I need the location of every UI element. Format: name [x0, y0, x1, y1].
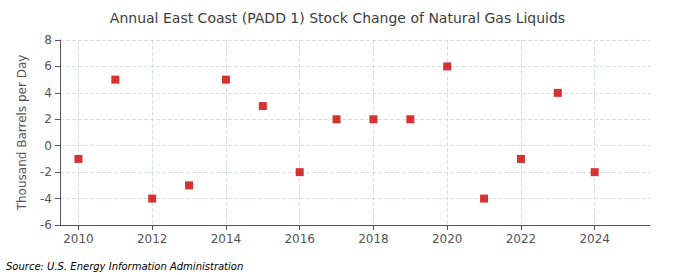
svg-text:6: 6 — [44, 59, 52, 73]
svg-text:2010: 2010 — [63, 232, 94, 246]
svg-text:2: 2 — [44, 112, 52, 126]
svg-text:Thousand Barrels per Day: Thousand Barrels per Day — [15, 55, 29, 212]
svg-text:0: 0 — [44, 139, 52, 153]
svg-text:4: 4 — [44, 86, 52, 100]
svg-text:2012: 2012 — [137, 232, 168, 246]
svg-text:-4: -4 — [40, 192, 52, 206]
svg-text:8: 8 — [44, 33, 52, 47]
svg-text:Source: U.S. Energy Informatio: Source: U.S. Energy Information Administ… — [6, 261, 243, 272]
svg-text:2020: 2020 — [432, 232, 463, 246]
svg-text:2024: 2024 — [579, 232, 610, 246]
svg-text:2014: 2014 — [211, 232, 242, 246]
svg-text:-6: -6 — [40, 218, 52, 232]
svg-text:2022: 2022 — [506, 232, 537, 246]
svg-text:2016: 2016 — [284, 232, 315, 246]
svg-text:Annual East Coast (PADD 1) Sto: Annual East Coast (PADD 1) Stock Change … — [110, 10, 565, 26]
svg-text:2018: 2018 — [358, 232, 389, 246]
svg-text:-2: -2 — [40, 165, 52, 179]
